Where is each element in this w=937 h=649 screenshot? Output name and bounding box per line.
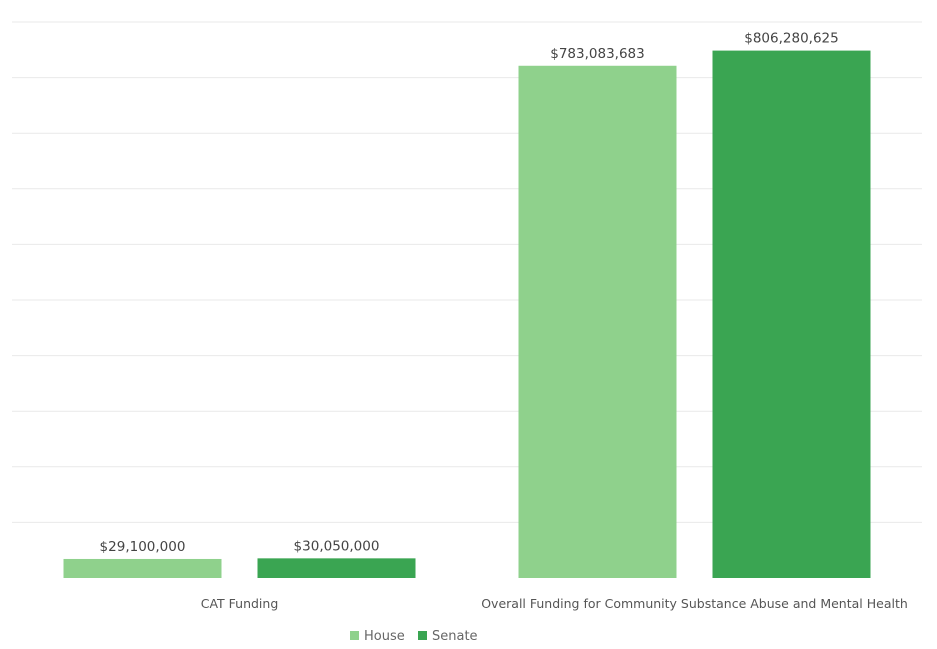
bar-senate-0 [257,558,416,578]
category-label-0: CAT Funding [201,596,279,611]
legend-swatch-house [350,631,359,640]
bar-house-1 [518,65,677,579]
category-labels: CAT Funding Overall Funding for Community… [201,596,908,611]
data-label-house-0: $29,100,000 [100,539,186,555]
bar-house-0 [63,558,222,578]
data-labels: $29,100,000 $30,050,000 $783,083,683 $806,2… [100,31,839,555]
bars [63,50,871,579]
data-label-senate-1: $806,280,625 [744,31,838,47]
category-label-1: Overall Funding for Community Substance … [481,596,908,611]
legend-label-house: House [364,629,405,644]
legend-label-senate: Senate [432,629,478,644]
legend: House Senate [350,629,478,644]
legend-swatch-senate [418,631,427,640]
data-label-house-1: $783,083,683 [550,46,644,62]
bar-senate-1 [712,50,871,579]
gridlines [12,21,922,523]
data-label-senate-0: $30,050,000 [294,538,380,554]
